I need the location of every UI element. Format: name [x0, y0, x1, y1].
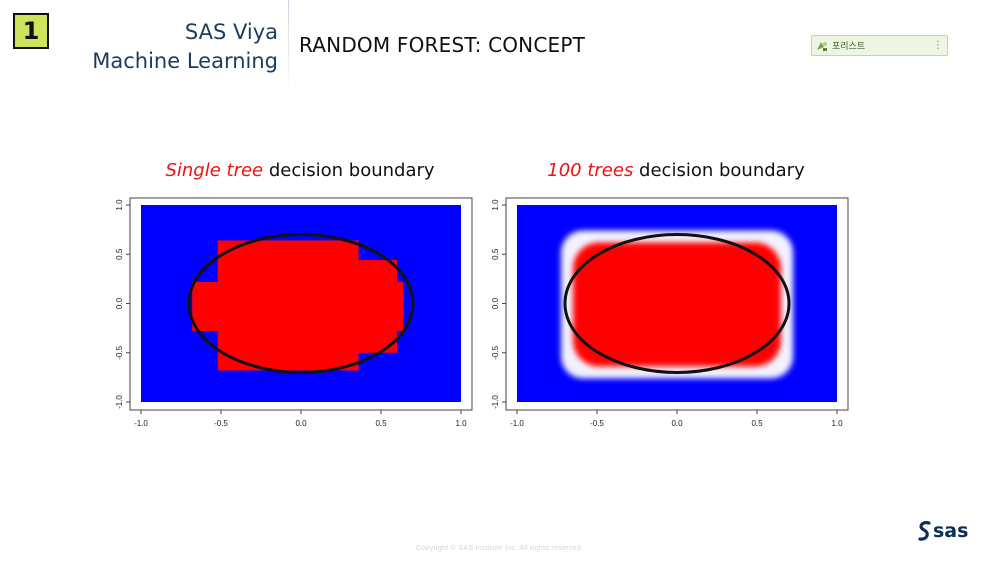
left-caption-highlight: Single tree [165, 160, 264, 181]
left-y-tick-label: 0.0 [115, 297, 124, 309]
left-y-tick-label: -0.5 [115, 345, 124, 359]
right-panel-caption: 100 trees decision boundary [486, 160, 866, 181]
sas-swoosh-icon [918, 521, 931, 541]
left-x-tick-label: -0.5 [214, 419, 228, 428]
right-x-tick-label: 0.5 [751, 419, 763, 428]
left-x-tick-label: -1.0 [134, 419, 148, 428]
right-y-tick-label: 0.0 [491, 297, 500, 309]
slide-title: RANDOM FOREST: CONCEPT [299, 33, 586, 57]
left-true-boundary-ellipse [187, 233, 415, 374]
kebab-icon[interactable]: ⋮ [933, 40, 943, 51]
brand-line-2: Machine Learning [92, 49, 278, 73]
left-tree-region-block [358, 260, 397, 353]
right-caption-highlight: 100 trees [547, 160, 634, 181]
copyright-text: Copyright © SAS Institute Inc. All right… [415, 545, 584, 552]
single-tree-plot: -1.0 -0.5 0.0 0.5 1.0 -1.0 -0.5 0.0 0.5 1.0 [115, 197, 473, 428]
right-true-boundary-ellipse [563, 233, 791, 374]
note-icon [817, 41, 827, 51]
left-y-tick-label: 0.5 [115, 248, 124, 260]
left-x-tick-label: 0.5 [375, 419, 387, 428]
right-y-tick-label: -0.5 [491, 345, 500, 359]
right-x-tick-label: -0.5 [590, 419, 604, 428]
brand-line-1: SAS Viya [184, 20, 278, 44]
right-y-tick-label: 0.5 [491, 248, 500, 260]
left-y-tick-label: -1.0 [115, 395, 124, 409]
right-y-tick-label: -1.0 [491, 395, 500, 409]
sas-logo-text: sas [933, 520, 969, 542]
left-x-tick-label: 0.0 [295, 419, 307, 428]
left-y-tick-label: 1.0 [115, 199, 124, 211]
note-label: 포리스트 [832, 42, 866, 52]
course-brand: SAS Viya Machine Learning [92, 18, 278, 76]
right-x-tick-label: 1.0 [831, 419, 843, 428]
sticky-note-widget[interactable]: 포리스트 ⋮ [811, 35, 948, 56]
header-divider [288, 0, 289, 92]
right-forest-region [573, 242, 781, 367]
left-caption-rest: decision boundary [263, 160, 435, 181]
left-x-tick-label: 1.0 [455, 419, 467, 428]
slide-number-badge: 1 [13, 13, 49, 49]
forest-plot: -1.0 -0.5 0.0 0.5 1.0 -1.0 -0.5 0.0 0.5 1.0 [491, 197, 849, 428]
slide-number: 1 [22, 17, 40, 45]
right-y-tick-label: 1.0 [491, 199, 500, 211]
right-caption-rest: decision boundary [633, 160, 805, 181]
sas-logo: sas [918, 520, 968, 542]
right-x-tick-label: 0.0 [671, 419, 683, 428]
right-x-tick-label: -1.0 [510, 419, 524, 428]
left-panel-caption: Single tree decision boundary [110, 160, 490, 181]
